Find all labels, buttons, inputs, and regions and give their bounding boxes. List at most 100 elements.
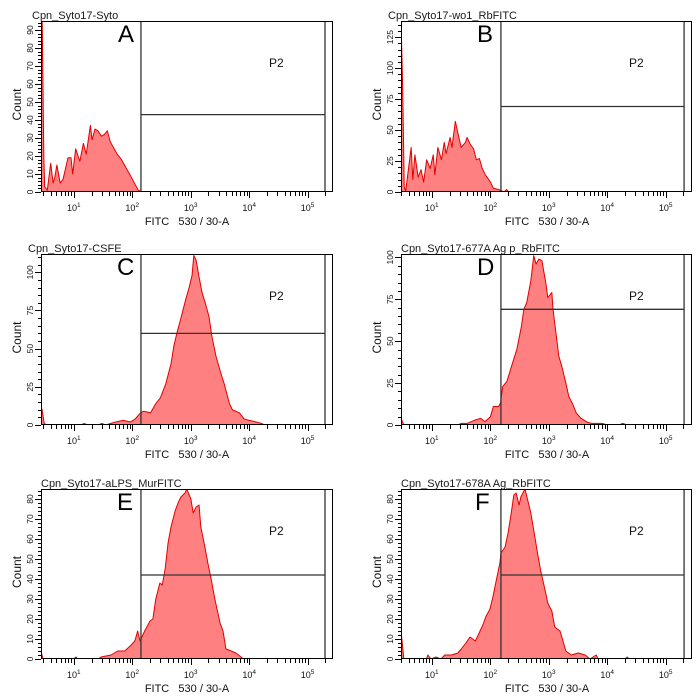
plot-frame (41, 489, 333, 659)
y-tick-label: 40 (385, 574, 395, 584)
x-tick-label-base: 10 (483, 670, 493, 680)
x-tick-label-exponent: 3 (194, 669, 198, 676)
x-tick-label: 103 (542, 202, 556, 213)
y-tick-label: 60 (385, 534, 395, 544)
x-tick-label-exponent: 3 (552, 202, 556, 209)
y-axis-label: Count (370, 321, 384, 354)
y-tick-label: 70 (25, 61, 35, 71)
x-tick-label: 105 (659, 435, 673, 446)
panel-title: Cpn_Syto17-677A Ag p_RbFITC (401, 243, 560, 255)
x-tick-label-exponent: 5 (669, 669, 673, 676)
x-axis-label: FITC 530 / 30-A (145, 683, 230, 695)
x-tick-label: 105 (659, 669, 673, 680)
y-tick-label: 50 (25, 554, 35, 564)
y-tick-label: 10 (385, 634, 395, 644)
y-tick-label: 60 (25, 79, 35, 89)
x-tick-label: 101 (425, 669, 439, 680)
x-tick-label-exponent: 5 (311, 435, 315, 442)
y-axis-label: Count (370, 88, 384, 121)
x-tick-label-base: 10 (600, 436, 610, 446)
x-tick-label-exponent: 1 (435, 435, 439, 442)
y-tick-label: 30 (25, 133, 35, 143)
y-tick-label: 0 (385, 422, 395, 427)
x-tick-label-base: 10 (67, 203, 77, 213)
y-tick-label: 0 (385, 656, 395, 661)
x-tick-label-base: 10 (659, 203, 669, 213)
y-tick-label: 25 (25, 382, 35, 392)
panel-title: Cpn_Syto17-Syto (32, 10, 118, 22)
x-tick-label-base: 10 (600, 203, 610, 213)
x-tick-label-exponent: 4 (610, 435, 614, 442)
x-tick-label-exponent: 1 (77, 435, 81, 442)
x-tick-label-exponent: 2 (135, 669, 139, 676)
x-tick-label-base: 10 (301, 670, 311, 680)
histogram-area (41, 255, 266, 425)
y-axis-label: Count (10, 555, 24, 588)
x-tick-label: 104 (242, 435, 256, 446)
panel-letter: F (475, 489, 490, 516)
histogram-area (41, 489, 244, 659)
x-axis-label: FITC 530 / 30-A (145, 216, 230, 228)
y-tick-label: 40 (25, 574, 35, 584)
x-tick-label: 102 (125, 435, 139, 446)
x-tick-label: 101 (425, 202, 439, 213)
x-tick-label-exponent: 4 (610, 669, 614, 676)
x-tick-label-exponent: 1 (77, 669, 81, 676)
y-tick-label: 20 (25, 151, 35, 161)
panel-letter: A (118, 21, 134, 48)
x-tick-label: 104 (242, 669, 256, 680)
plot-frame (401, 489, 692, 659)
histogram-area (401, 255, 628, 425)
x-tick-label-base: 10 (184, 670, 194, 680)
x-tick-label: 102 (483, 202, 497, 213)
panel-letter: D (477, 254, 494, 281)
x-tick-label-exponent: 2 (135, 202, 139, 209)
x-tick-label-exponent: 3 (552, 669, 556, 676)
x-tick-label-base: 10 (242, 203, 252, 213)
x-tick-label: 101 (67, 435, 81, 446)
plot-frame (41, 21, 333, 192)
x-tick-label-base: 10 (125, 670, 135, 680)
x-tick-label-base: 10 (659, 670, 669, 680)
y-tick-label: 75 (385, 294, 395, 304)
histogram-area (41, 21, 143, 192)
y-axis-label: Count (10, 88, 24, 121)
x-tick-label: 103 (184, 669, 198, 680)
x-tick-label-base: 10 (542, 670, 552, 680)
x-tick-label: 101 (67, 202, 81, 213)
y-tick-label: 80 (25, 494, 35, 504)
panel-letter: C (117, 254, 134, 281)
x-tick-label: 105 (301, 669, 315, 680)
x-tick-label-base: 10 (483, 203, 493, 213)
x-tick-label-exponent: 2 (493, 435, 497, 442)
panel-title: Cpn_Syto17-wo1_RbFITC (388, 10, 517, 22)
y-tick-label: 20 (25, 614, 35, 624)
x-axis-label: FITC 530 / 30-A (505, 216, 590, 228)
x-tick-label: 102 (483, 669, 497, 680)
x-tick-label: 103 (184, 202, 198, 213)
panel-letter: B (477, 21, 493, 48)
x-tick-label: 104 (600, 202, 614, 213)
y-tick-label: 50 (385, 125, 395, 135)
y-axis-label: Count (10, 321, 24, 354)
x-axis-label: FITC 530 / 30-A (145, 449, 230, 461)
x-tick-label-base: 10 (184, 436, 194, 446)
gate-label: P2 (269, 524, 284, 538)
y-tick-label: 50 (385, 554, 395, 564)
x-tick-label-base: 10 (600, 670, 610, 680)
x-tick-label-exponent: 1 (77, 202, 81, 209)
x-tick-label-base: 10 (659, 436, 669, 446)
x-tick-label-base: 10 (67, 670, 77, 680)
panel-title: Cpn_Syto17-aLPS_MurFITC (41, 478, 182, 490)
x-tick-label: 103 (542, 669, 556, 680)
x-tick-label-base: 10 (425, 203, 435, 213)
x-tick-label-base: 10 (425, 436, 435, 446)
x-tick-label-exponent: 3 (194, 435, 198, 442)
x-tick-label-exponent: 2 (493, 202, 497, 209)
histogram-area (401, 489, 630, 659)
